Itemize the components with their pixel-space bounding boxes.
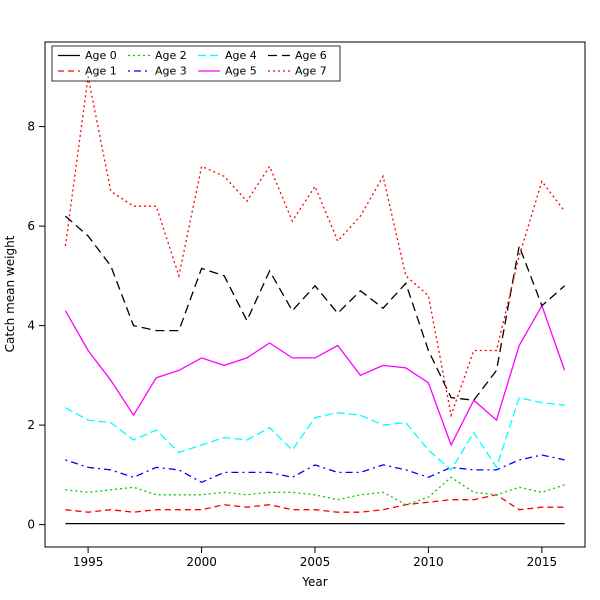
legend-label-age-3: Age 3 xyxy=(155,65,187,78)
y-tick-label: 2 xyxy=(27,418,35,432)
legend-label-age-7: Age 7 xyxy=(295,65,327,78)
x-tick-label: 2010 xyxy=(413,555,444,569)
series-line-age-5 xyxy=(64,304,566,447)
legend-label-age-2: Age 2 xyxy=(155,49,187,62)
x-tick-label: 1995 xyxy=(73,555,104,569)
y-axis-label: Catch mean weight xyxy=(3,235,17,352)
series-line-age-7 xyxy=(64,76,566,418)
plot-box xyxy=(44,41,586,548)
legend-label-age-6: Age 6 xyxy=(295,49,327,62)
x-axis-label: Year xyxy=(301,575,327,589)
y-tick-label: 6 xyxy=(27,219,35,233)
legend-box xyxy=(51,45,341,82)
x-tick-label: 2015 xyxy=(527,555,558,569)
legend-label-age-5: Age 5 xyxy=(225,65,257,78)
x-tick-label: 2000 xyxy=(186,555,217,569)
y-tick-label: 4 xyxy=(27,319,35,333)
series-line-age-6 xyxy=(64,215,566,401)
y-tick-label: 0 xyxy=(27,518,35,532)
legend-label-age-4: Age 4 xyxy=(225,49,257,62)
series-line-age-4 xyxy=(65,396,565,471)
y-tick-label: 8 xyxy=(27,120,35,134)
x-tick-label: 2005 xyxy=(300,555,331,569)
series-line-age-1 xyxy=(65,494,565,513)
series-line-age-2 xyxy=(65,476,565,506)
series-line-age-3 xyxy=(65,454,565,484)
plot-area: 1995 2000 2005 2010 2015 0 2 4 6 8 Age 0 Age 1 Age 2… xyxy=(27,41,586,569)
legend-label-age-1: Age 1 xyxy=(85,65,117,78)
legend-label-age-0: Age 0 xyxy=(85,49,117,62)
